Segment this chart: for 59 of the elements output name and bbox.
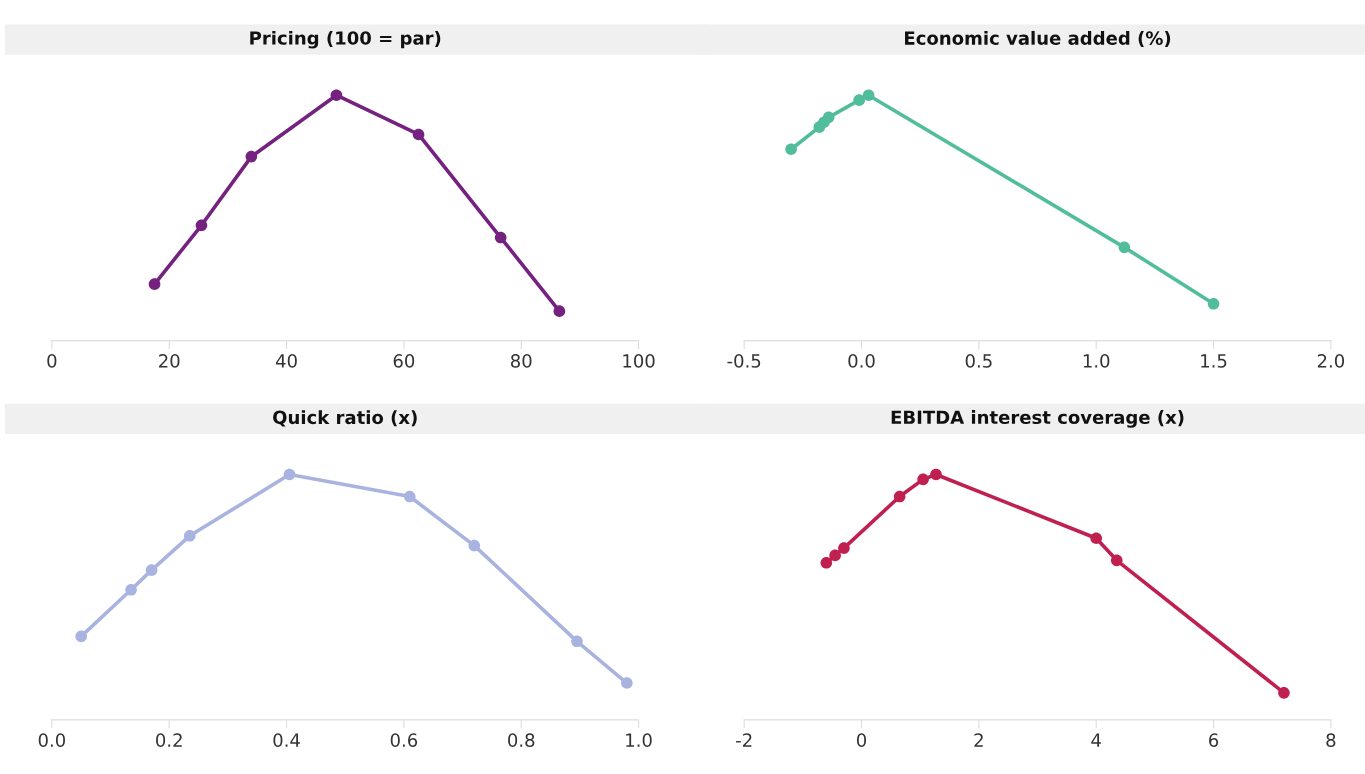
point — [893, 490, 906, 503]
point — [838, 542, 850, 554]
point — [330, 89, 343, 102]
point — [403, 490, 416, 503]
x-tick-label: 0 — [856, 733, 867, 747]
point — [1207, 297, 1220, 310]
x-tick-label: 60 — [393, 354, 415, 368]
point — [930, 468, 942, 481]
point — [183, 529, 196, 542]
chart-title: Quick ratio (x) — [273, 410, 417, 427]
point — [829, 549, 841, 562]
x-tick-label: 100 — [623, 354, 655, 368]
x-tick-label: 0.8 — [508, 733, 535, 747]
point — [145, 564, 158, 576]
point — [75, 630, 88, 643]
x-tick-label: 1.0 — [1083, 354, 1110, 368]
point — [621, 677, 633, 689]
point — [494, 231, 507, 244]
point — [553, 305, 566, 317]
x-tick-label: 0.2 — [156, 733, 182, 747]
point — [1278, 687, 1290, 699]
point — [148, 278, 161, 290]
point — [917, 473, 929, 486]
x-tick-label: 0.0 — [38, 733, 66, 747]
point — [822, 111, 835, 124]
x-tick-label: 1.0 — [626, 733, 652, 747]
point — [283, 468, 296, 481]
x-tick-label: -0.5 — [727, 354, 761, 368]
chart-title: Pricing (100 = par) — [250, 30, 441, 49]
x-tick-label: 0.0 — [848, 354, 875, 368]
point — [125, 583, 137, 596]
point — [785, 143, 797, 156]
point — [862, 89, 875, 102]
x-tick-label: 8 — [1326, 733, 1336, 747]
x-tick-label: 0.6 — [390, 733, 418, 747]
x-tick-label: 20 — [159, 354, 180, 368]
point — [571, 635, 583, 648]
point — [820, 556, 833, 569]
x-tick-label: 80 — [510, 354, 532, 368]
point — [1118, 241, 1131, 254]
x-tick-label: 0.4 — [273, 733, 300, 747]
point — [412, 128, 425, 141]
point — [853, 94, 865, 106]
chart-title: Economic value added (%) — [905, 30, 1171, 48]
x-tick-label: -2 — [736, 733, 752, 747]
x-tick-label: 2 — [974, 733, 983, 747]
point — [1090, 532, 1103, 545]
x-tick-label: 4 — [1091, 733, 1101, 747]
x-tick-label: 2.0 — [1317, 354, 1345, 368]
x-tick-label: 1.5 — [1201, 354, 1227, 368]
point — [468, 539, 481, 552]
x-tick-label: 0 — [47, 354, 57, 368]
point — [245, 150, 258, 163]
x-tick-label: 0.5 — [965, 354, 992, 368]
x-tick-label: 6 — [1209, 733, 1219, 747]
x-tick-label: 40 — [275, 354, 297, 368]
point — [195, 219, 208, 232]
chart-title: EBITDA interest coverage (x) — [891, 410, 1184, 428]
point — [1110, 554, 1123, 567]
